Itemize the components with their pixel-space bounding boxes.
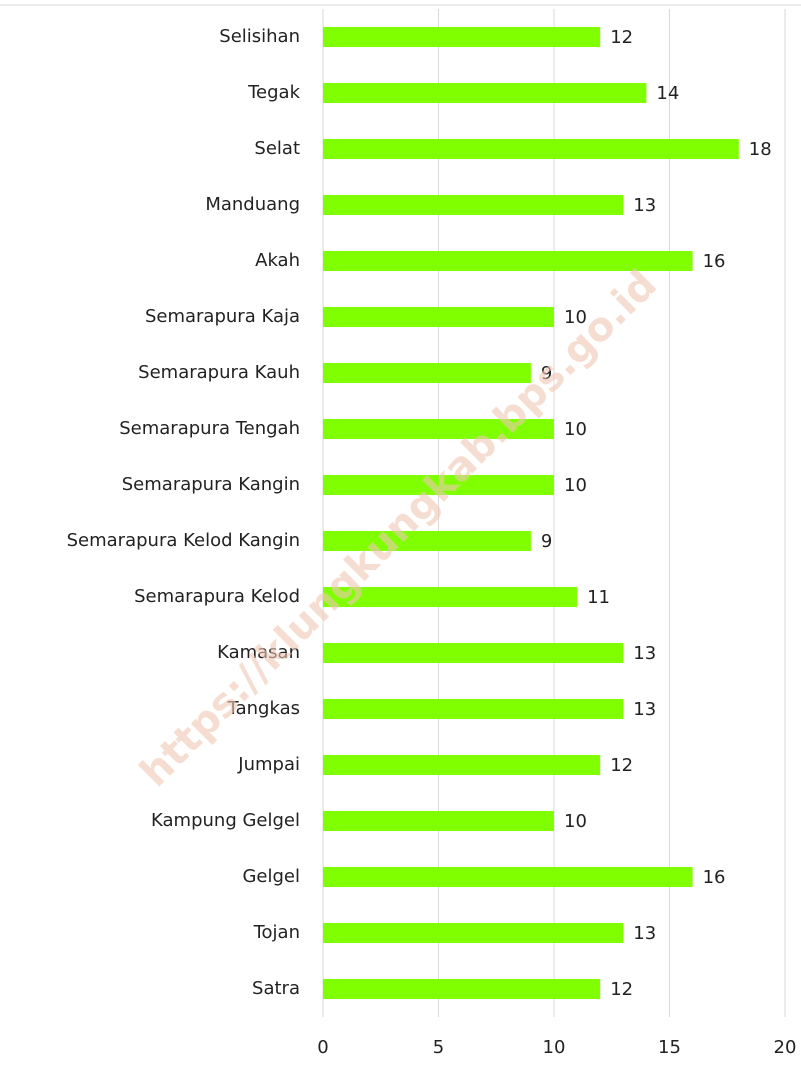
bar <box>323 755 601 775</box>
y-tick-label: Kamasan <box>217 642 300 663</box>
bar <box>323 867 693 887</box>
x-tick-label: 10 <box>543 1037 566 1058</box>
bar <box>323 307 554 327</box>
data-label: 13 <box>633 643 656 664</box>
y-tick-label: Semarapura Tengah <box>119 418 300 439</box>
y-tick-label: Gelgel <box>242 866 300 887</box>
y-tick-label: Selisihan <box>219 26 300 47</box>
x-tick-label: 20 <box>774 1037 797 1058</box>
y-tick-label: Jumpai <box>237 754 300 775</box>
x-tick-label: 5 <box>433 1037 444 1058</box>
data-label: 12 <box>610 979 633 1000</box>
data-label: 9 <box>541 531 552 552</box>
data-label: 10 <box>564 475 587 496</box>
y-tick-label: Kampung Gelgel <box>151 810 300 831</box>
bar <box>323 699 624 719</box>
y-tick-label: Semarapura Kauh <box>138 362 300 383</box>
data-label: 10 <box>564 811 587 832</box>
data-label: 10 <box>564 307 587 328</box>
bar <box>323 27 601 47</box>
bar <box>323 923 624 943</box>
x-tick-label: 15 <box>658 1037 681 1058</box>
data-label: 16 <box>703 867 726 888</box>
data-label: 13 <box>633 699 656 720</box>
bar <box>323 979 601 999</box>
data-label: 14 <box>656 83 679 104</box>
y-tick-label: Tangkas <box>227 698 300 719</box>
data-label: 13 <box>633 923 656 944</box>
data-label: 10 <box>564 419 587 440</box>
bar <box>323 251 693 271</box>
bar <box>323 531 531 551</box>
y-tick-label: Tegak <box>247 82 300 103</box>
y-tick-label: Semarapura Kelod <box>134 586 300 607</box>
y-tick-label: Satra <box>252 978 300 999</box>
y-tick-label: Selat <box>254 138 300 159</box>
data-label: 11 <box>587 587 610 608</box>
y-tick-label: Semarapura Kelod Kangin <box>67 530 300 551</box>
y-tick-label: Akah <box>255 250 300 271</box>
bar <box>323 83 647 103</box>
bar <box>323 419 554 439</box>
y-tick-label: Manduang <box>205 194 300 215</box>
data-label: 9 <box>541 363 552 384</box>
y-tick-label: Semarapura Kangin <box>122 474 300 495</box>
bar <box>323 587 578 607</box>
data-label: 13 <box>633 195 656 216</box>
data-label: 16 <box>703 251 726 272</box>
x-tick-label: 0 <box>317 1037 328 1058</box>
bar <box>323 195 624 215</box>
bar <box>323 475 554 495</box>
y-tick-label: Semarapura Kaja <box>145 306 300 327</box>
data-label: 18 <box>749 139 772 160</box>
y-tick-label: Tojan <box>253 922 300 943</box>
data-label: 12 <box>610 755 633 776</box>
data-label: 12 <box>610 27 633 48</box>
bar <box>323 139 739 159</box>
bar <box>323 811 554 831</box>
bar <box>323 643 624 663</box>
bar <box>323 363 531 383</box>
